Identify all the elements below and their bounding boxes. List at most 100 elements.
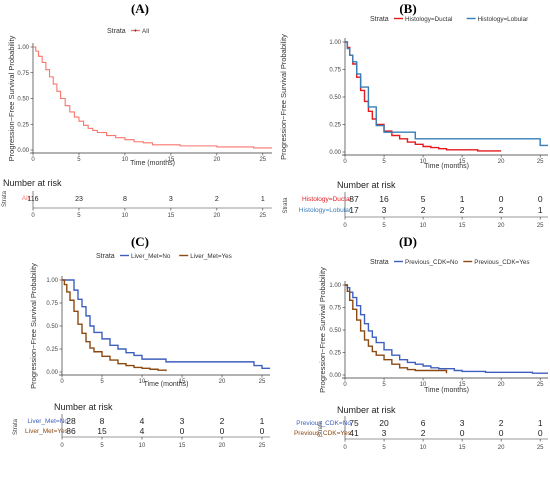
risk-tick-label: 20 bbox=[498, 223, 505, 229]
risk-tick-label: 25 bbox=[537, 445, 544, 451]
risk-count: 3 bbox=[180, 416, 185, 426]
x-tick-label: 20 bbox=[498, 382, 505, 388]
risk-count: 6 bbox=[421, 418, 426, 428]
x-tick-label: 0 bbox=[31, 157, 35, 163]
y-tick-label: 0.25 bbox=[17, 122, 29, 128]
risk-count: 16 bbox=[379, 194, 389, 204]
legend-entry: Previous_CDK=No bbox=[405, 259, 459, 266]
y-axis-label: Progression−Free Survival Probability bbox=[7, 35, 16, 161]
legend: Strata Previous_CDK=No Previous_CDK=Yes bbox=[370, 259, 530, 266]
risk-count: 3 bbox=[460, 418, 465, 428]
x-tick-label: 10 bbox=[122, 157, 129, 163]
y-tick-label: 0.00 bbox=[17, 148, 29, 154]
risk-count: 20 bbox=[379, 418, 389, 428]
risk-count: 5 bbox=[421, 194, 426, 204]
risk-count: 17 bbox=[349, 205, 359, 215]
risk-tick-label: 0 bbox=[31, 213, 35, 219]
legend-title: Strata bbox=[96, 253, 115, 260]
x-axis-label: Time (months) bbox=[424, 163, 469, 170]
risk-count: 1 bbox=[460, 194, 465, 204]
risk-tick-label: 25 bbox=[259, 213, 266, 219]
risk-tick-label: 15 bbox=[459, 223, 466, 229]
km-curve-1 bbox=[62, 279, 270, 370]
risk-tick-label: 0 bbox=[60, 443, 64, 449]
legend-title: Strata bbox=[370, 259, 389, 266]
risk-tick-label: 15 bbox=[179, 443, 186, 449]
y-tick-label: 1.00 bbox=[17, 45, 29, 51]
x-axis-label: Time (months) bbox=[424, 387, 469, 394]
risk-tick-label: 0 bbox=[343, 223, 347, 229]
x-tick-label: 25 bbox=[537, 382, 544, 388]
risk-count: 23 bbox=[75, 196, 83, 203]
risk-strata-axis-label: Strata bbox=[283, 197, 289, 214]
panel-c: (C) Strata Liver_Met=No Liver_Met=Yes 0.00 0.… bbox=[13, 234, 270, 449]
risk-tick-label: 25 bbox=[259, 443, 266, 449]
legend-entry: Histology=Lobular bbox=[478, 16, 529, 23]
y-tick-label: 0.75 bbox=[17, 71, 29, 77]
x-tick-label: 5 bbox=[382, 382, 386, 388]
risk-row-label: Liver_Met=Yes bbox=[25, 428, 69, 435]
x-tick-label: 0 bbox=[343, 159, 347, 165]
y-tick-label: 0.25 bbox=[329, 351, 341, 357]
legend-entry: All bbox=[142, 28, 149, 35]
risk-tick-label: 0 bbox=[343, 445, 347, 451]
y-tick-label: 0.75 bbox=[329, 68, 341, 74]
panel-b: (B) Strata Histology=Ductal Histology=Lobul… bbox=[279, 1, 548, 229]
risk-table-title: Number at risk bbox=[3, 178, 62, 188]
y-axis-label: Progression−Free Survival Probability bbox=[279, 34, 288, 160]
legend-entry: Liver_Met=No bbox=[131, 253, 171, 260]
legend: Strata Histology=Ductal Histology=Lobular bbox=[370, 16, 528, 23]
risk-count: 8 bbox=[123, 196, 127, 203]
x-tick-label: 15 bbox=[168, 157, 175, 163]
risk-row-label: Previous_CDK=No bbox=[296, 420, 351, 427]
legend-entry: Histology=Ductal bbox=[405, 16, 452, 23]
x-tick-label: 5 bbox=[77, 157, 81, 163]
legend: Strata + All bbox=[107, 28, 149, 36]
risk-row-label: Histology=Lobular bbox=[299, 207, 352, 214]
y-tick-label: 0.25 bbox=[46, 347, 58, 353]
risk-count: 1 bbox=[538, 205, 543, 215]
x-tick-label: 5 bbox=[382, 159, 386, 165]
y-tick-label: 1.00 bbox=[329, 40, 341, 46]
x-tick-label: 25 bbox=[537, 159, 544, 165]
x-tick-label: 25 bbox=[259, 157, 266, 163]
risk-table-title: Number at risk bbox=[337, 180, 396, 190]
x-tick-label: 0 bbox=[60, 379, 64, 385]
risk-count: 3 bbox=[169, 196, 173, 203]
panel-letter: (C) bbox=[131, 234, 149, 249]
y-tick-label: 0.00 bbox=[46, 370, 58, 376]
km-curve-1 bbox=[33, 46, 272, 149]
risk-tick-label: 25 bbox=[537, 223, 544, 229]
risk-tick-label: 5 bbox=[100, 443, 104, 449]
risk-table-title: Number at risk bbox=[337, 405, 396, 415]
legend-title: Strata bbox=[370, 16, 389, 23]
y-tick-label: 0.75 bbox=[46, 301, 58, 307]
risk-count: 4 bbox=[140, 416, 145, 426]
x-axis-label: Time (months) bbox=[144, 381, 189, 388]
risk-tick-label: 20 bbox=[219, 443, 226, 449]
risk-count: 3 bbox=[382, 205, 387, 215]
risk-tick-label: 5 bbox=[382, 445, 386, 451]
risk-count: 86 bbox=[66, 426, 76, 436]
risk-tick-label: 20 bbox=[214, 213, 221, 219]
risk-count: 2 bbox=[421, 428, 426, 438]
panel-d: (D)Strata Previous_CDK=No Previous_CDK=Yes… bbox=[294, 234, 548, 451]
risk-count: 15 bbox=[97, 426, 107, 436]
risk-strata-axis-label: Strata bbox=[13, 418, 19, 435]
y-tick-label: 0.25 bbox=[329, 123, 341, 129]
risk-tick-label: 10 bbox=[420, 223, 427, 229]
risk-count: 1 bbox=[261, 196, 265, 203]
y-tick-label: 1.00 bbox=[329, 283, 341, 289]
y-tick-label: 0.00 bbox=[329, 373, 341, 379]
risk-count: 2 bbox=[460, 205, 465, 215]
risk-tick-label: 15 bbox=[459, 445, 466, 451]
risk-strata-axis-label: Strata bbox=[2, 190, 8, 207]
x-tick-label: 5 bbox=[100, 379, 104, 385]
x-tick-label: 20 bbox=[498, 159, 505, 165]
legend: Strata Liver_Met=No Liver_Met=Yes bbox=[96, 253, 232, 260]
legend-marker: + bbox=[134, 28, 138, 35]
x-tick-label: 0 bbox=[343, 382, 347, 388]
risk-count: 2 bbox=[499, 418, 504, 428]
panel-letter: (A) bbox=[131, 1, 149, 16]
